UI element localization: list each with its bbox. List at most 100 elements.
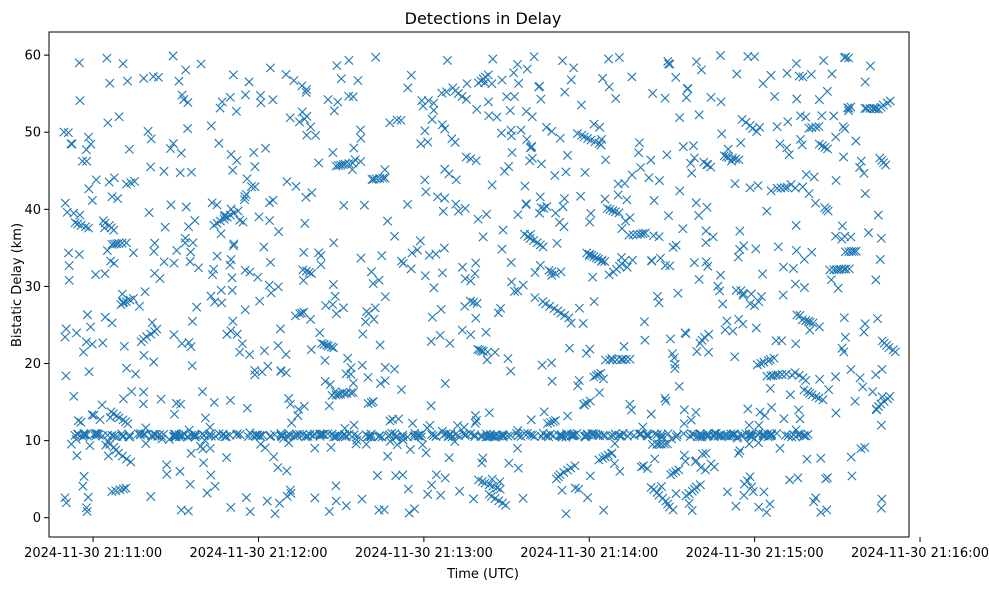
data-point: [186, 448, 196, 458]
data-point: [551, 208, 561, 218]
data-point: [625, 354, 635, 364]
data-point: [679, 405, 689, 415]
data-point: [128, 293, 138, 304]
data-point: [193, 263, 204, 273]
data-point: [614, 208, 624, 218]
data-point: [766, 431, 776, 441]
data-point: [568, 431, 578, 441]
data-point: [257, 367, 267, 377]
data-point: [420, 126, 430, 136]
data-point: [765, 499, 775, 509]
data-point: [504, 458, 514, 468]
data-point: [248, 431, 258, 441]
data-point: [78, 347, 89, 357]
data-point: [505, 105, 515, 116]
x-tick-label: 2024-11-30 21:11:00: [24, 546, 162, 561]
data-point: [556, 267, 566, 277]
data-point: [251, 430, 261, 440]
data-point: [598, 374, 609, 384]
data-point: [250, 162, 260, 172]
data-point: [574, 484, 584, 494]
data-point: [604, 270, 614, 280]
data-point: [865, 61, 875, 71]
data-point: [274, 498, 285, 508]
data-point: [222, 453, 232, 463]
data-point: [512, 59, 523, 70]
data-point: [778, 290, 788, 300]
data-point: [476, 346, 487, 356]
data-point: [477, 476, 487, 487]
data-point: [180, 238, 190, 248]
data-point: [324, 401, 334, 411]
data-point: [375, 378, 386, 389]
data-point: [421, 448, 431, 458]
data-point: [636, 162, 646, 173]
data-point: [186, 247, 196, 257]
data-point: [607, 355, 618, 365]
data-point: [238, 217, 248, 227]
data-point: [331, 481, 341, 491]
data-point: [780, 183, 790, 193]
data-point: [380, 165, 390, 175]
data-point: [426, 336, 436, 346]
data-point: [225, 395, 235, 405]
data-point: [598, 453, 608, 463]
data-point: [207, 198, 217, 208]
data-point: [687, 168, 697, 178]
data-point: [81, 429, 91, 439]
data-point: [661, 496, 671, 506]
data-point: [694, 210, 704, 220]
data-point: [668, 242, 678, 252]
data-point: [226, 255, 236, 265]
data-point: [772, 183, 782, 193]
data-point: [663, 429, 673, 439]
data-point: [332, 61, 342, 71]
data-point: [585, 396, 595, 406]
data-point: [305, 122, 316, 132]
data-point: [589, 372, 599, 382]
data-point: [745, 472, 755, 482]
data-point: [770, 91, 780, 102]
data-point: [488, 54, 498, 64]
data-point: [675, 186, 685, 196]
data-point: [734, 314, 744, 324]
data-point: [826, 275, 836, 285]
data-point: [360, 317, 371, 327]
data-point: [183, 506, 193, 516]
data-point: [860, 319, 870, 329]
data-point: [566, 75, 576, 85]
data-point: [264, 215, 275, 226]
data-point: [609, 458, 620, 469]
data-point: [814, 322, 824, 332]
data-point: [674, 465, 684, 475]
data-point: [694, 110, 704, 120]
data-point: [146, 491, 156, 502]
data-point: [446, 429, 456, 439]
data-point: [754, 420, 764, 430]
data-point: [74, 58, 84, 68]
data-point: [600, 194, 610, 204]
data-point: [457, 91, 467, 102]
data-point: [363, 372, 373, 383]
data-point: [701, 238, 711, 248]
data-point: [805, 325, 815, 335]
data-point: [814, 95, 824, 105]
data-point: [169, 409, 180, 419]
data-point: [846, 102, 856, 112]
data-point: [695, 480, 705, 490]
data-point: [79, 471, 89, 481]
data-point: [801, 375, 811, 386]
data-point: [817, 141, 827, 151]
data-point: [76, 417, 86, 427]
data-point: [678, 142, 688, 152]
data-point: [702, 202, 712, 212]
data-point: [482, 355, 492, 365]
data-point: [259, 346, 270, 356]
data-point: [250, 365, 260, 375]
data-point: [539, 407, 549, 417]
data-point: [356, 156, 366, 167]
data-point: [138, 387, 149, 397]
data-point: [640, 228, 650, 238]
data-point: [520, 181, 530, 191]
data-point: [735, 446, 745, 456]
